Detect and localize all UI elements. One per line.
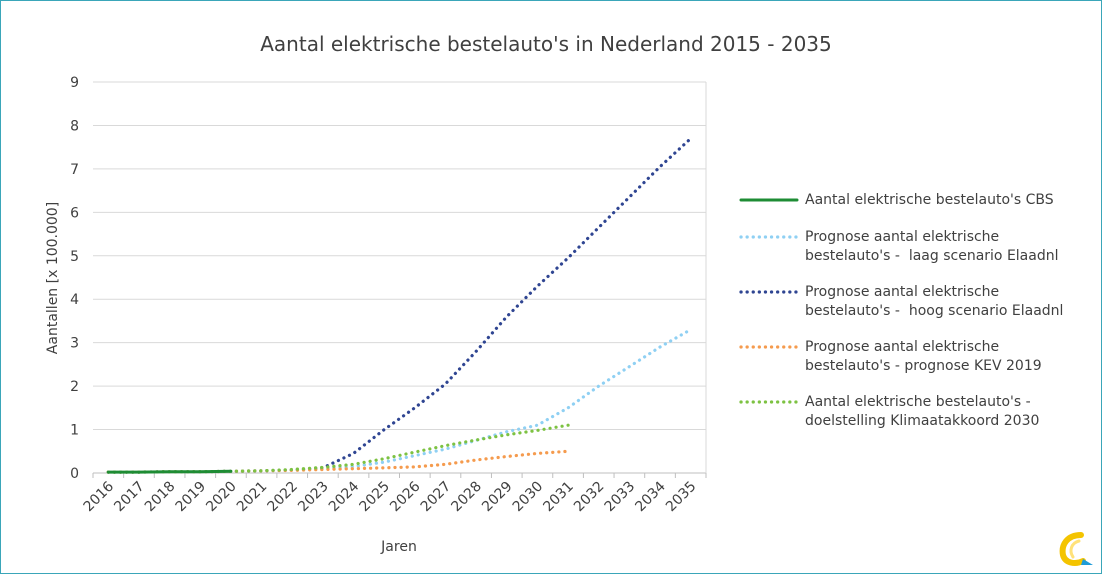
legend-label-line: Prognose aantal elektrische [805, 339, 1000, 355]
legend-label-line: bestelauto's - prognose KEV 2019 [805, 358, 1042, 374]
x-tick-label: 2024 [326, 478, 363, 515]
series-lines [106, 136, 693, 474]
y-tick-labels: 0 1 2 3 4 5 6 7 8 9 [70, 75, 79, 482]
x-tick-label: 2030 [510, 479, 547, 516]
y-axis-title: Aantallen [x 100.000] [45, 202, 61, 354]
x-tick-label: 2032 [571, 479, 608, 516]
x-tick-label: 2033 [602, 479, 639, 516]
legend-label: Prognose aantal elektrische bestelauto's … [805, 228, 1058, 266]
legend-swatch [739, 338, 799, 358]
y-tick-label: 2 [70, 379, 79, 395]
y-tick-label: 4 [70, 292, 79, 308]
y-tick-label: 7 [70, 162, 79, 178]
x-tick-label: 2022 [265, 479, 302, 516]
legend-swatch [739, 191, 799, 211]
legend-label-line: Aantal elektrische bestelauto's CBS [805, 192, 1054, 208]
y-tick-label: 6 [70, 205, 79, 221]
x-tick-label: 2023 [295, 479, 332, 516]
x-tick-labels: 2016201720182019202020212022202320242025… [81, 478, 700, 515]
legend-label-line: doelstelling Klimaatakkoord 2030 [805, 413, 1040, 429]
series-line-1 [106, 328, 693, 474]
x-tick-label: 2017 [111, 479, 148, 516]
legend-item-3: Prognose aantal elektrische bestelauto's … [739, 338, 1089, 376]
chart-title: Aantal elektrische bestelauto's in Neder… [260, 32, 832, 56]
y-tick-label: 5 [70, 249, 79, 265]
legend-label-line: Prognose aantal elektrische [805, 229, 1000, 245]
x-tick-label: 2021 [234, 479, 271, 516]
legend-item-1: Prognose aantal elektrische bestelauto's … [739, 228, 1089, 266]
y-tick-label: 0 [70, 466, 79, 482]
x-tick-label: 2031 [540, 479, 577, 516]
x-tick-label: 2028 [448, 479, 485, 516]
elaad-logo-icon [1059, 532, 1093, 566]
legend-label-line: bestelauto's - laag scenario Elaadnl [805, 248, 1059, 264]
x-tick-label: 2029 [479, 479, 516, 516]
y-tick-label: 3 [70, 336, 79, 352]
legend-label-line: Aantal elektrische bestelauto's - [805, 394, 1031, 410]
x-tick-label: 2034 [632, 478, 669, 515]
legend-item-4: Aantal elektrische bestelauto's - doelste… [739, 393, 1089, 431]
legend-item-0: Aantal elektrische bestelauto's CBS [739, 191, 1089, 211]
legend-swatch [739, 283, 799, 303]
series-line-4 [106, 423, 570, 474]
legend-label: Aantal elektrische bestelauto's CBS [805, 191, 1054, 210]
legend-label: Aantal elektrische bestelauto's - doelste… [805, 393, 1039, 431]
legend-swatch [739, 393, 799, 413]
legend-label: Prognose aantal elektrische bestelauto's … [805, 283, 1063, 321]
x-tick-label: 2018 [142, 479, 179, 516]
x-tick-label: 2019 [173, 479, 210, 516]
x-tick-label: 2035 [663, 479, 700, 516]
chart-legend: Aantal elektrische bestelauto's CBS Progn… [739, 191, 1089, 448]
x-axis-title: Jaren [380, 539, 417, 555]
y-tick-label: 9 [70, 75, 79, 91]
series-line-2 [106, 136, 693, 474]
x-tick-label: 2020 [203, 479, 240, 516]
legend-swatch [739, 228, 799, 248]
y-tick-label: 8 [70, 118, 79, 134]
gridlines [93, 81, 706, 474]
legend-label: Prognose aantal elektrische bestelauto's … [805, 338, 1042, 376]
x-tick-label: 2026 [387, 478, 424, 515]
x-tick-label: 2016 [81, 478, 118, 515]
y-tick-label: 1 [70, 423, 79, 439]
x-tick-label: 2025 [356, 479, 393, 516]
series-line-3 [106, 449, 570, 474]
legend-label-line: bestelauto's - hoog scenario Elaadnl [805, 303, 1064, 319]
x-tick-label: 2027 [418, 479, 455, 516]
legend-item-2: Prognose aantal elektrische bestelauto's … [739, 283, 1089, 321]
series-line-0 [106, 469, 233, 474]
legend-label-line: Prognose aantal elektrische [805, 284, 1000, 300]
